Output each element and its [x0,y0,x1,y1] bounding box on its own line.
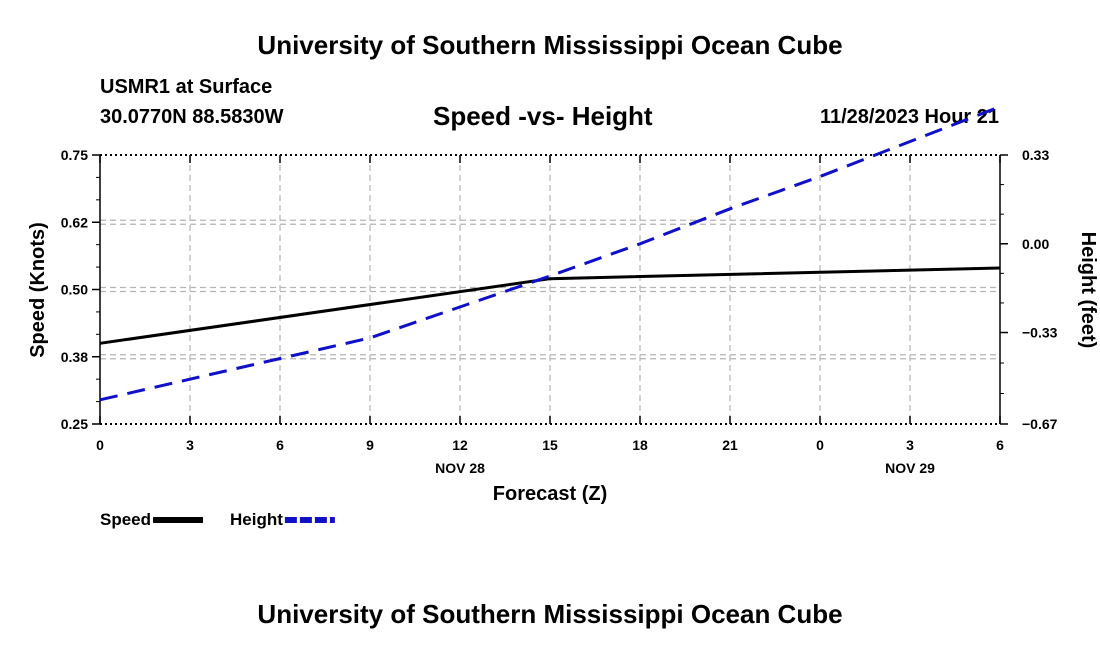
y-tick-label: 0.38 [61,349,88,365]
legend-label-speed: Speed [100,510,151,529]
y-tick-label: 0.62 [61,214,88,230]
station-label: USMR1 at Surface [100,76,273,98]
legend: Speed Height [100,510,335,529]
series-layer [99,105,1001,402]
x-date-label: NOV 29 [885,460,935,476]
y2-tick-label: 0.00 [1022,236,1049,252]
axis-ticks: 0.25 0.38 0.50 0.62 0.75 −0.67 −0.33 0.00 0.33 0 3… [61,147,1058,476]
series-line-height [99,105,1001,402]
y-tick-label: 0.50 [61,282,88,298]
grid-layer [100,155,1000,424]
x-tick-label: 3 [186,437,194,453]
x-tick-label: 9 [366,437,374,453]
y2-tick-label: −0.67 [1022,416,1058,432]
x-axis-title: Forecast (Z) [493,483,607,505]
y-tick-label: 0.25 [61,416,88,432]
y2-tick-label: 0.33 [1022,147,1049,163]
x-tick-label: 0 [816,437,824,453]
series-line-speed [99,266,1001,345]
y2-tick-label: −0.33 [1022,325,1058,341]
y-axis-title: Speed (Knots) [27,222,49,358]
x-tick-label: 6 [276,437,284,453]
x-tick-label: 12 [452,437,468,453]
footer-title: University of Southern Mississippi Ocean… [257,599,843,629]
datetime-label: 11/28/2023 Hour 21 [819,106,999,128]
x-tick-label: 6 [996,437,1004,453]
x-date-label: NOV 28 [435,460,485,476]
coordinates-label: 30.0770N 88.5830W [100,106,284,128]
x-tick-label: 21 [722,437,738,453]
chart-title: Speed -vs- Height [433,101,653,131]
x-tick-label: 0 [96,437,104,453]
x-tick-label: 15 [542,437,558,453]
page-title: University of Southern Mississippi Ocean… [257,30,843,60]
y2-axis-title: Height (feet) [1077,232,1099,349]
y-tick-label: 0.75 [61,147,88,163]
x-tick-label: 3 [906,437,914,453]
legend-label-height: Height [230,510,283,529]
x-tick-label: 18 [632,437,648,453]
